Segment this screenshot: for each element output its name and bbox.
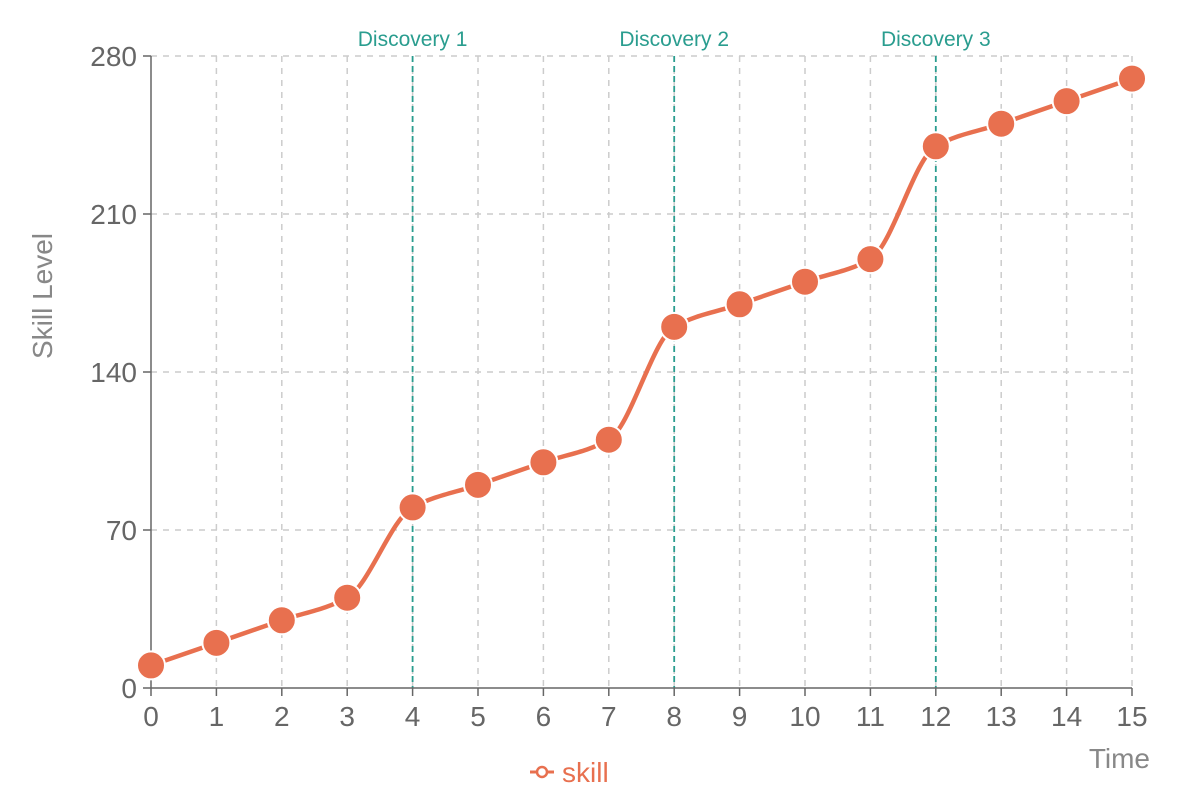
x-tick-label-11: 11 (856, 701, 885, 732)
x-tick-label-6: 6 (536, 701, 552, 732)
x-tick-label-13: 13 (986, 701, 1017, 732)
x-tick-label-0: 0 (143, 701, 159, 732)
x-tick-label-9: 9 (732, 701, 748, 732)
discovery-label-2: Discovery 2 (619, 28, 729, 51)
data-point-11[interactable] (855, 244, 886, 275)
y-tick-label-2: 140 (90, 357, 137, 388)
data-point-7[interactable] (593, 424, 624, 455)
grid (151, 55, 1133, 688)
x-tick-label-3: 3 (339, 701, 355, 732)
data-point-15[interactable] (1117, 63, 1147, 94)
legend[interactable]: skill (530, 757, 609, 788)
data-point-4[interactable] (397, 492, 428, 523)
data-point-14[interactable] (1051, 86, 1082, 117)
legend-marker-icon (535, 765, 549, 779)
x-tick-label-7: 7 (601, 701, 617, 732)
discovery-label-3: Discovery 3 (881, 28, 991, 51)
x-tick-label-2: 2 (274, 701, 290, 732)
x-tick-label-10: 10 (789, 701, 820, 732)
data-point-13[interactable] (986, 108, 1017, 139)
legend-label-skill[interactable]: skill (562, 757, 609, 788)
series (136, 63, 1147, 681)
data-point-10[interactable] (790, 266, 820, 297)
y-tick-label-3: 210 (90, 199, 137, 230)
y-tick-label-4: 280 (90, 41, 137, 72)
data-point-1[interactable] (201, 627, 232, 658)
data-point-2[interactable] (266, 605, 297, 636)
annotations: Discovery 1 Discovery 2 Discovery 3 (358, 28, 991, 688)
x-axis-title: Time (1089, 743, 1150, 774)
y-tick-label-1: 70 (106, 515, 137, 546)
data-point-9[interactable] (724, 289, 755, 320)
data-point-12[interactable] (920, 131, 951, 162)
x-tick-label-8: 8 (666, 701, 682, 732)
data-point-5[interactable] (463, 469, 493, 500)
discovery-label-1: Discovery 1 (358, 28, 468, 51)
x-tick-label-14: 14 (1051, 701, 1082, 732)
y-tick-label-0: 0 (121, 673, 137, 704)
x-tick-label-4: 4 (405, 701, 421, 732)
data-point-8[interactable] (659, 311, 690, 342)
x-tick-label-5: 5 (470, 701, 486, 732)
x-tick-label-1: 1 (209, 701, 225, 732)
data-point-6[interactable] (528, 447, 559, 478)
series-line-skill (148, 76, 1135, 668)
x-tick-label-15: 15 (1116, 701, 1147, 732)
x-tick-label-12: 12 (920, 701, 951, 732)
data-point-3[interactable] (332, 582, 363, 613)
y-axis-title: Skill Level (27, 233, 58, 359)
data-point-0[interactable] (136, 650, 166, 681)
